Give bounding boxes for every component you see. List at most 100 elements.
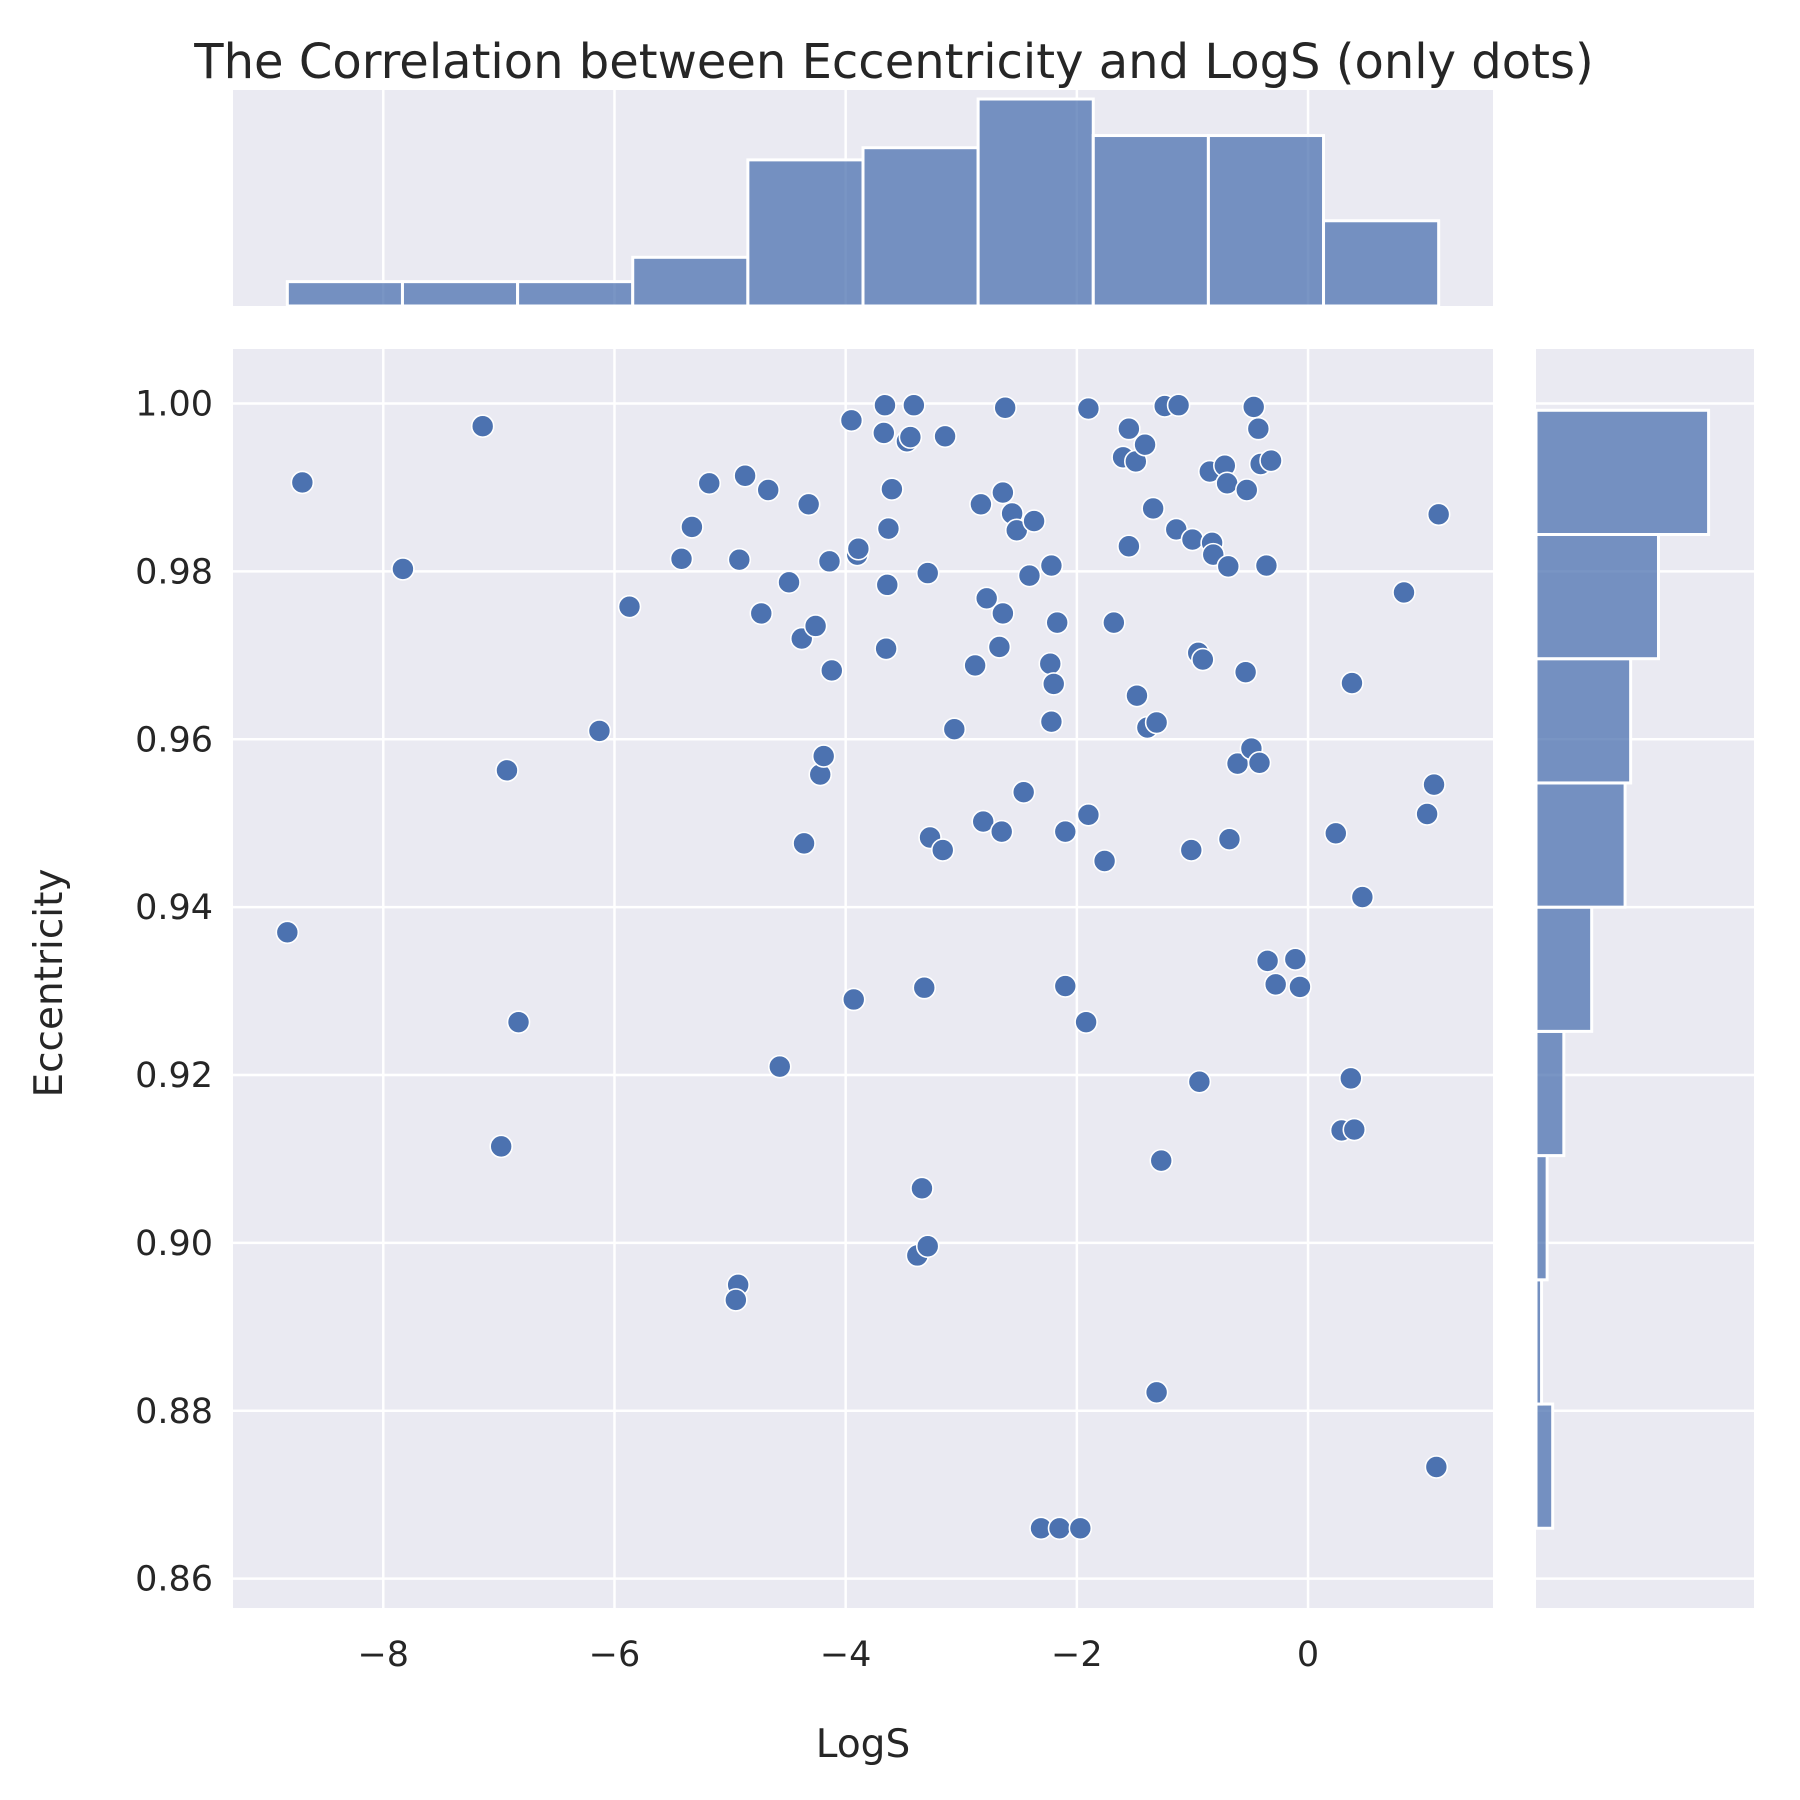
scatter-plot-area: −8 −6 −4 −2 0 0.86 0.88 0.90 0.92 0.94 0.96 0.98 1.0… [135,349,1493,1675]
scatter-point [898,425,923,449]
scatter-point [930,838,955,862]
scatter-point [470,414,495,439]
scatter-point [993,395,1017,420]
scatter-point [963,653,987,678]
top-hist-bar [400,280,520,308]
top-hist-bar [285,280,404,308]
scatter-point [910,1176,934,1201]
scatter-point [991,480,1015,505]
right-hist-bar [1534,1029,1566,1158]
y-tick-label: 0.92 [135,1056,213,1096]
right-marginal-histogram [1534,349,1754,1608]
y-tick-label: 1.00 [135,385,213,425]
scatter-point [1422,772,1446,797]
scatter-point [974,586,999,611]
top-hist-bar [1091,134,1210,308]
scatter-point [1133,432,1157,457]
scatter-point [756,478,781,502]
scatter-point [912,975,937,1000]
scatter-point [1102,610,1126,635]
scatter-point [1424,1455,1449,1479]
top-hist-bar [746,158,865,308]
scatter-point [1144,1380,1169,1405]
top-marginal-histogram [233,90,1493,308]
scatter-point [1216,554,1241,579]
scatter-point [767,1054,792,1079]
scatter-point [872,421,896,445]
scatter-point [1350,885,1375,909]
scatter-point [1246,416,1271,441]
scatter-point [942,717,967,742]
scatter-point [1288,975,1312,999]
scatter-point [1038,651,1063,676]
top-hist-bar [976,97,1095,308]
scatter-point [1180,527,1205,552]
right-hist-bar [1534,1278,1544,1406]
y-tick-label: 0.90 [135,1224,213,1264]
x-axis-label: LogS [816,1722,910,1767]
scatter-point [1233,660,1258,684]
scatter-point [1339,1066,1363,1091]
y-tick-label: 0.98 [135,552,213,592]
scatter-point [876,516,901,541]
scatter-point [873,393,897,418]
scatter-point [989,819,1014,844]
x-tick-label: −6 [589,1635,641,1675]
x-tick-label: −4 [820,1635,872,1675]
right-hist-bar [1534,781,1627,909]
right-hist-bar [1534,408,1711,536]
scatter-point [506,1010,531,1034]
right-hist-bar [1534,1402,1555,1530]
scatter-point [1039,709,1064,734]
scatter-point [733,463,757,488]
scatter-point [1041,672,1066,696]
chart-title: The Correlation between Eccentricity and… [193,34,1593,90]
y-tick-label: 0.94 [135,888,213,928]
scatter-point [1283,947,1308,971]
scatter-point [819,658,844,683]
scatter-point [1217,827,1242,851]
scatter-point [489,1134,513,1159]
scatter-point [669,547,694,571]
scatter-point [1191,647,1215,672]
scatter-point [587,719,612,743]
scatter-point [991,601,1015,626]
scatter-point [875,573,900,597]
top-hist-bar [1322,219,1441,308]
scatter-point [1342,1117,1367,1142]
scatter-point [987,635,1012,659]
right-hist-bar [1534,657,1633,785]
y-tick-label: 0.86 [135,1560,213,1600]
scatter-point [617,594,642,619]
scatter-point [1141,496,1165,521]
scatter-point [727,547,752,572]
scatter-point [1340,671,1364,695]
scatter-point [1076,803,1101,827]
x-tick-label: −8 [357,1635,409,1675]
scatter-point [1068,1516,1093,1541]
scatter-point [880,477,904,501]
scatter-point [777,570,801,595]
scatter-point [1255,949,1280,973]
scatter-point [796,492,821,517]
scatter-point [902,393,926,418]
scatter-point [1323,821,1348,846]
scatter-point [1179,838,1204,862]
scatter-point [749,601,774,626]
scatter-point [680,515,704,539]
y-tick-label: 0.96 [135,720,213,760]
scatter-point [1047,1516,1072,1541]
scatter-point [841,987,866,1012]
scatter-point [697,471,722,496]
right-hist-bar [1534,1154,1549,1282]
scatter-point [817,549,842,574]
scatter-point [1017,563,1042,588]
scatter-point [1254,553,1279,578]
scatter-point [1022,509,1046,533]
scatter-point [1053,974,1078,998]
y-axis-label: Eccentricity [27,868,72,1097]
scatter-point [811,744,836,768]
scatter-point [1125,683,1149,708]
scatter-point [933,424,957,449]
scatter-point [1234,478,1259,502]
